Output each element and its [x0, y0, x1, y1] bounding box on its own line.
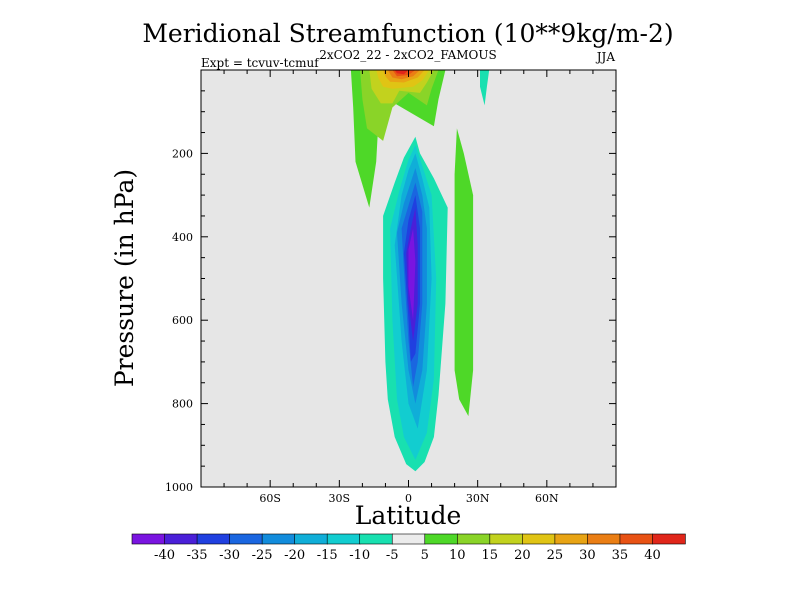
y-tick-label: 200	[172, 147, 193, 160]
colorbar-swatch	[587, 533, 621, 545]
colorbar-swatch	[424, 533, 458, 545]
colorbar-label: -35	[187, 548, 208, 563]
colorbar-swatch	[489, 533, 524, 545]
colorbar-swatch	[456, 533, 491, 545]
contour-pos-upper-40	[394, 70, 409, 75]
colorbar-swatch	[229, 533, 263, 545]
x-tick-label: 60S	[259, 492, 281, 505]
comparison-label: 2xCO2_22 - 2xCO2_FAMOUS	[319, 48, 496, 62]
colorbar-label: 35	[612, 548, 629, 563]
colorbar-swatch	[554, 533, 589, 545]
x-tick-label: 30S	[329, 492, 351, 505]
colorbar-label: -25	[252, 548, 273, 563]
x-tick-label: 60N	[535, 492, 559, 505]
colorbar-swatch	[359, 533, 393, 545]
contour-fill-group	[350, 70, 490, 472]
colorbar-swatch	[326, 533, 361, 545]
x-tick-label: 30N	[466, 492, 490, 505]
contour-pos-band-30n	[454, 128, 474, 417]
colorbar: -40 -35 -30 -25 -20 -15 -10 -5 5 10 15 20 25 30 35 40	[131, 533, 686, 563]
colorbar-swatch	[294, 533, 328, 545]
colorbar-label: -5	[386, 548, 399, 563]
colorbar-swatch	[131, 533, 166, 545]
colorbar-label: -40	[154, 548, 175, 563]
x-tick-label: 0	[405, 492, 412, 505]
colorbar-swatch	[652, 533, 686, 545]
colorbar-swatch	[391, 533, 426, 545]
y-axis-label: Pressure (in hPa)	[110, 169, 139, 387]
colorbar-label: 15	[482, 548, 499, 563]
contour-neg-cell-40	[408, 228, 416, 321]
chart-title: Meridional Streamfunction (10**9kg/m-2)	[142, 19, 673, 48]
y-tick-label: 600	[172, 314, 193, 327]
colorbar-swatch	[522, 533, 556, 545]
y-tick-label: 1000	[165, 481, 193, 494]
y-axis: 200 400 600 800 1000	[165, 69, 616, 494]
colorbar-label: 10	[449, 548, 466, 563]
colorbar-label: 25	[547, 548, 564, 563]
x-axis-label: Latitude	[355, 501, 462, 530]
colorbar-swatch	[164, 533, 198, 545]
colorbar-label: 5	[421, 548, 429, 563]
contour-neg-upper-33n	[480, 70, 490, 106]
experiment-label: Expt = tcvuv-tcmuf	[201, 56, 320, 70]
colorbar-label: -20	[284, 548, 305, 563]
colorbar-label: 30	[579, 548, 596, 563]
season-label: JJA	[595, 50, 616, 64]
colorbar-swatch	[196, 533, 231, 545]
colorbar-label: -10	[349, 548, 370, 563]
colorbar-label: -30	[219, 548, 240, 563]
colorbar-label: 40	[644, 548, 661, 563]
x-axis: 60S 30S 0 30N 60N	[200, 70, 617, 505]
colorbar-swatch	[619, 533, 654, 545]
colorbar-swatch	[261, 533, 296, 545]
colorbar-label: 20	[514, 548, 531, 563]
y-tick-label: 800	[172, 398, 193, 411]
y-tick-label: 400	[172, 231, 193, 244]
colorbar-label: -15	[317, 548, 338, 563]
